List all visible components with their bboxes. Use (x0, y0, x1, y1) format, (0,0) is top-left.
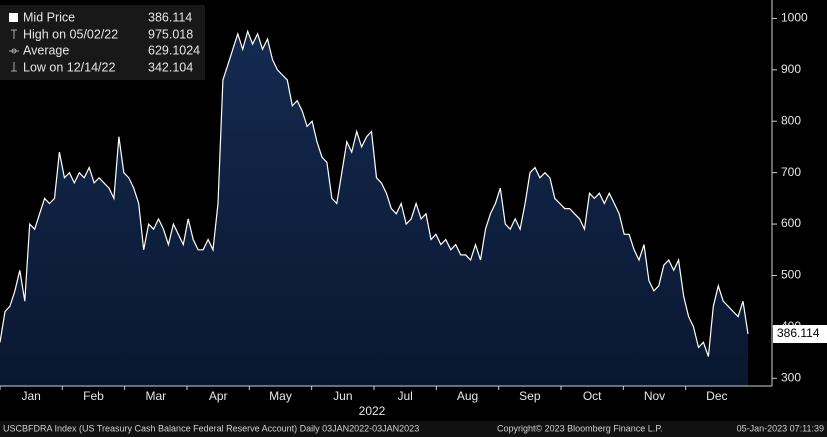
legend-value: 975.018 (148, 27, 193, 41)
footer-left: USCBFDRA Index (US Treasury Cash Balance… (3, 423, 419, 433)
x-tick-label: Jul (397, 389, 412, 403)
y-tick-label: 600 (781, 216, 801, 230)
area (0, 31, 748, 387)
x-tick-label: Jan (21, 389, 40, 403)
y-tick-label: 500 (781, 268, 801, 282)
x-tick-label: Oct (583, 389, 602, 403)
legend-label: Average (23, 43, 69, 57)
last-value-tag (773, 325, 827, 344)
x-tick-label: Jun (333, 389, 352, 403)
legend-marker (9, 48, 19, 54)
footer-bar (0, 421, 827, 437)
y-tick-label: 300 (781, 370, 801, 384)
legend-value: 342.104 (148, 60, 193, 74)
footer-center: Copyright© 2023 Bloomberg Finance L.P. (497, 423, 663, 433)
last-value-label: 386.114 (777, 326, 820, 340)
x-tick-label: Apr (209, 389, 228, 403)
x-tick-label: May (269, 389, 292, 403)
x-tick-label: Dec (706, 389, 727, 403)
x-tick-label: Nov (644, 389, 665, 403)
legend-marker (11, 29, 17, 39)
x-tick-label: Aug (457, 389, 478, 403)
x-tick-label: Mar (145, 389, 166, 403)
price-line (0, 29, 749, 357)
legend-label: Low on 12/14/22 (23, 60, 115, 74)
legend-value: 386.114 (148, 10, 192, 24)
legend-label: Mid Price (23, 10, 75, 24)
legend-box (0, 5, 205, 80)
legend-marker (9, 13, 18, 22)
y-tick-label: 900 (781, 62, 801, 76)
x-tick-label: Feb (83, 389, 104, 403)
y-tick-label: 800 (781, 113, 801, 127)
y-tick-label: 1000 (781, 11, 808, 25)
legend-label: High on 05/02/22 (23, 27, 118, 41)
x-tick-label: Sep (519, 389, 541, 403)
y-tick-label: 700 (781, 165, 801, 179)
footer-right: 05-Jan-2023 07:11:39 (737, 423, 824, 433)
x-axis-title: 2022 (359, 404, 386, 418)
legend-value: 629.1024 (148, 43, 200, 57)
legend-marker (11, 62, 17, 72)
